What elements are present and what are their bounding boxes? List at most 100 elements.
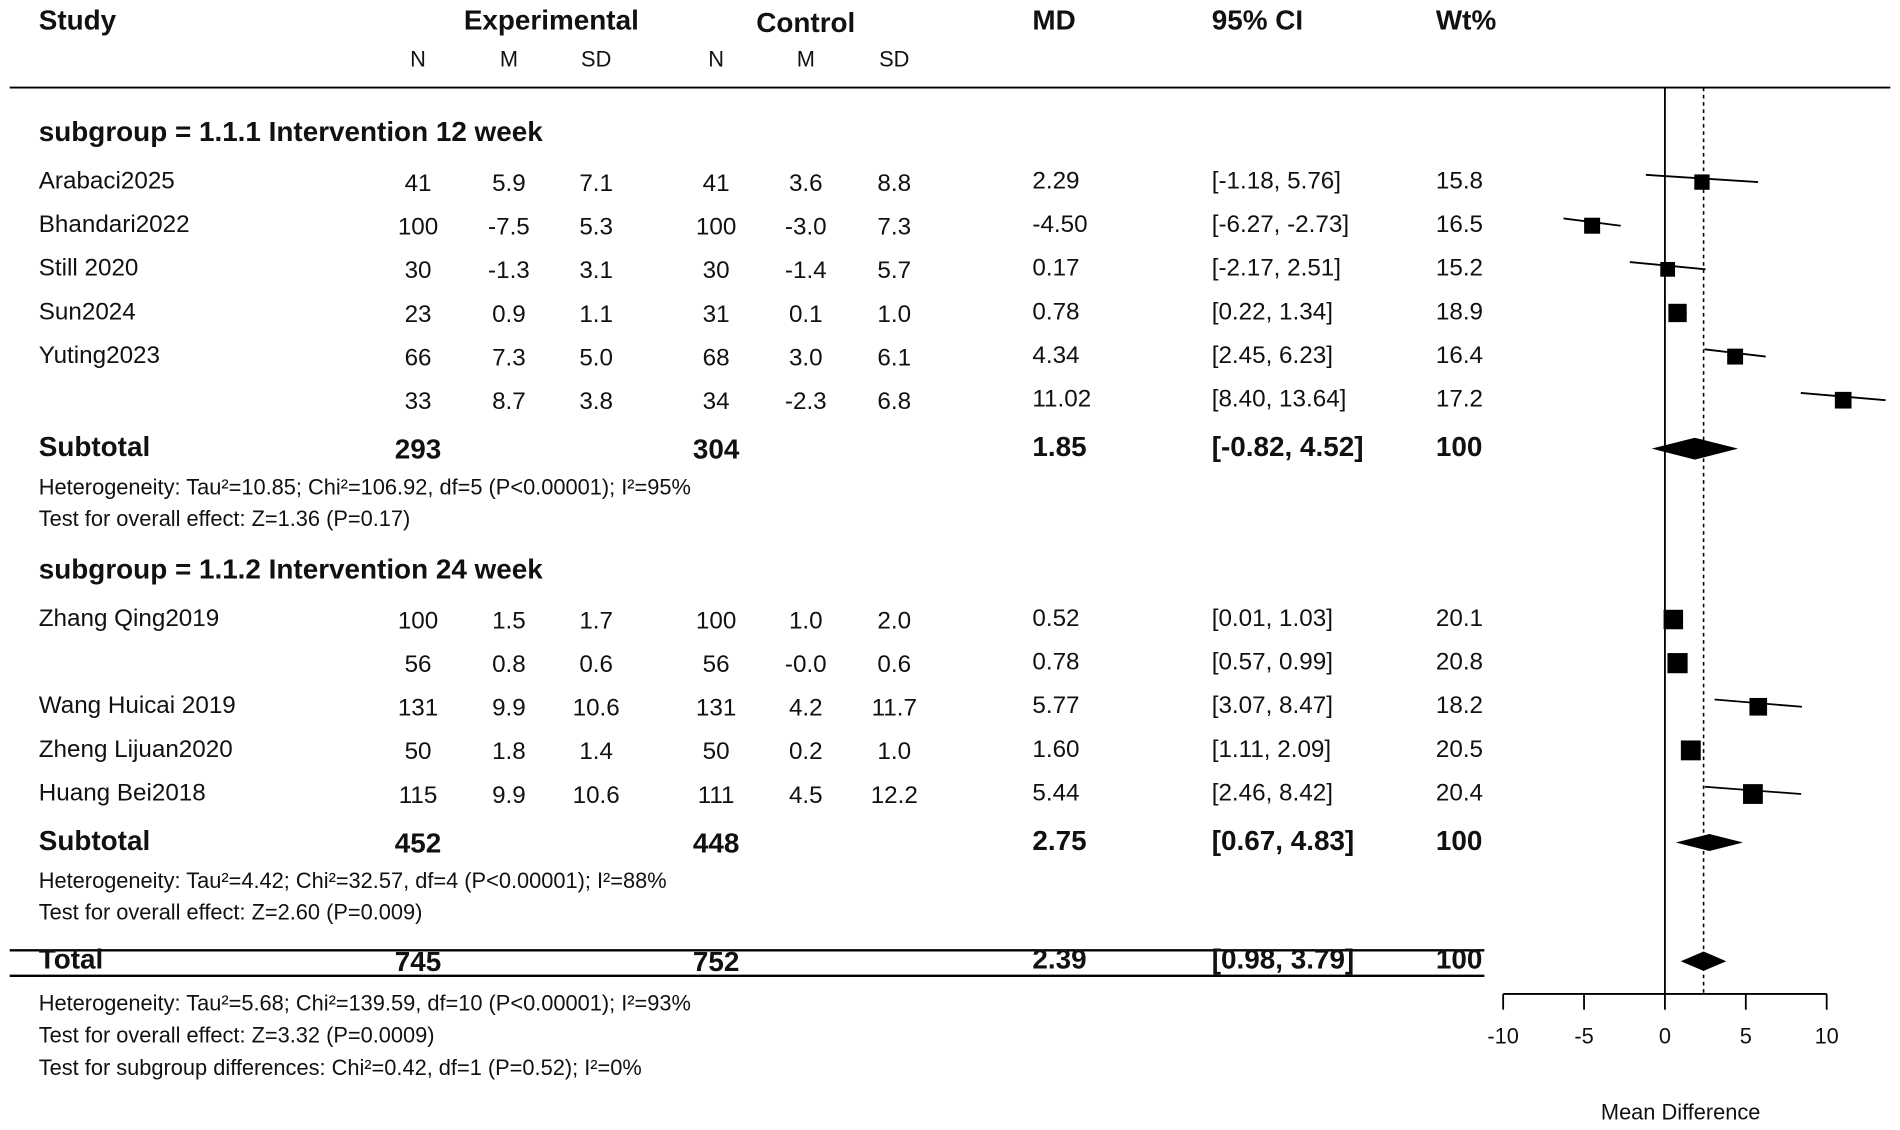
cell: 1.0 bbox=[877, 738, 911, 765]
cell: 100 bbox=[696, 214, 736, 241]
study-square bbox=[1668, 303, 1687, 323]
summary-n: 452 bbox=[395, 827, 441, 858]
study-ci: [1.11, 2.09] bbox=[1212, 736, 1331, 763]
study-ci: [2.45, 6.23] bbox=[1212, 342, 1333, 369]
cell: 100 bbox=[398, 214, 438, 241]
study-square bbox=[1660, 261, 1676, 277]
study-ci: [-6.27, -2.73] bbox=[1212, 211, 1349, 238]
cell: 131 bbox=[398, 695, 438, 722]
cell: 0.6 bbox=[877, 651, 911, 678]
study-wt: 20.1 bbox=[1436, 605, 1483, 632]
study-ci: [2.46, 8.42] bbox=[1212, 779, 1333, 806]
study-wt: 15.8 bbox=[1436, 167, 1483, 194]
cell: 1.4 bbox=[579, 738, 613, 765]
study-square bbox=[1663, 609, 1684, 630]
cell: 7.3 bbox=[877, 214, 911, 241]
study-ci: [-2.17, 2.51] bbox=[1212, 255, 1341, 282]
study-md: 5.77 bbox=[1032, 692, 1079, 719]
study-square bbox=[1694, 174, 1710, 190]
study-square bbox=[1834, 391, 1852, 409]
study-wt: 16.5 bbox=[1436, 211, 1483, 238]
summary-label: Total bbox=[39, 944, 103, 975]
cell: 4.5 bbox=[789, 782, 823, 809]
cell: 66 bbox=[405, 344, 432, 371]
study-square bbox=[1727, 348, 1744, 365]
cell: 5.7 bbox=[877, 257, 911, 284]
study-md: 1.60 bbox=[1032, 736, 1079, 763]
study-ci: [0.22, 1.34] bbox=[1212, 298, 1333, 325]
study-md: 4.34 bbox=[1032, 342, 1079, 369]
cell: 0.6 bbox=[579, 651, 613, 678]
cell: -1.3 bbox=[488, 257, 530, 284]
cell: 3.0 bbox=[789, 344, 823, 371]
cell: -1.4 bbox=[785, 257, 827, 284]
cell: 115 bbox=[399, 782, 438, 809]
note: Heterogeneity: Tau²=10.85; Chi²=106.92, … bbox=[39, 474, 691, 499]
cell: 7.1 bbox=[579, 170, 613, 197]
summary-label: Subtotal bbox=[39, 431, 150, 462]
summary-n: 752 bbox=[693, 946, 739, 977]
x-tick-label: 10 bbox=[1815, 1023, 1839, 1048]
study-md: 0.52 bbox=[1032, 605, 1079, 632]
header-study: Study bbox=[39, 5, 117, 36]
cell: -0.0 bbox=[785, 651, 827, 678]
cell: 1.0 bbox=[877, 301, 911, 328]
summary-n: 304 bbox=[693, 433, 740, 464]
x-axis-label: Mean Difference bbox=[1601, 1100, 1761, 1125]
cell: 56 bbox=[405, 651, 432, 678]
cell: 8.8 bbox=[877, 170, 911, 197]
x-tick-label: -5 bbox=[1574, 1023, 1593, 1048]
summary-ci: [0.67, 4.83] bbox=[1212, 825, 1354, 856]
study-ci: [0.01, 1.03] bbox=[1212, 605, 1333, 632]
study-name: Sun2024 bbox=[39, 298, 136, 325]
summary-diamond bbox=[1675, 834, 1744, 851]
cell: 68 bbox=[703, 344, 730, 371]
cell: 3.1 bbox=[579, 257, 613, 284]
cell: 1.7 bbox=[579, 607, 613, 634]
cell: 30 bbox=[703, 257, 730, 284]
note: Heterogeneity: Tau²=4.42; Chi²=32.57, df… bbox=[39, 868, 667, 893]
header-control: Control bbox=[756, 7, 855, 38]
summary-wt: 100 bbox=[1436, 944, 1482, 975]
cell: 100 bbox=[398, 607, 438, 634]
cell: -2.3 bbox=[785, 388, 827, 415]
cell: -3.0 bbox=[785, 214, 827, 241]
header-md: MD bbox=[1032, 5, 1075, 36]
study-square bbox=[1680, 740, 1701, 761]
cell: 7.3 bbox=[492, 344, 526, 371]
x-tick-label: -10 bbox=[1487, 1023, 1519, 1048]
cell: 1.5 bbox=[492, 607, 526, 634]
cell: 0.1 bbox=[789, 301, 823, 328]
study-wt: 17.2 bbox=[1436, 386, 1483, 413]
cell: 3.8 bbox=[579, 388, 613, 415]
study-wt: 16.4 bbox=[1436, 342, 1483, 369]
column-header: M bbox=[500, 47, 518, 72]
study-ci: [-1.18, 5.76] bbox=[1212, 167, 1341, 194]
cell: 50 bbox=[405, 738, 432, 765]
cell: 41 bbox=[703, 170, 730, 197]
column-header: N bbox=[708, 47, 724, 72]
cell: 33 bbox=[405, 388, 432, 415]
cell: 50 bbox=[703, 738, 730, 765]
cell: 6.8 bbox=[877, 388, 911, 415]
cell: 5.3 bbox=[579, 214, 613, 241]
study-name: Zheng Lijuan2020 bbox=[39, 736, 233, 763]
cell: 3.6 bbox=[789, 170, 823, 197]
study-name: Wang Huicai 2019 bbox=[39, 692, 236, 719]
subgroup-label: subgroup = 1.1.1 Intervention 12 week bbox=[39, 116, 543, 147]
study-wt: 20.5 bbox=[1436, 736, 1483, 763]
note: Test for overall effect: Z=3.32 (P=0.000… bbox=[39, 1023, 435, 1048]
study-ci: [3.07, 8.47] bbox=[1212, 692, 1333, 719]
study-name: Huang Bei2018 bbox=[39, 779, 206, 806]
study-square bbox=[1749, 697, 1768, 716]
subgroup-label: subgroup = 1.1.2 Intervention 24 week bbox=[39, 553, 543, 584]
cell: 5.0 bbox=[579, 344, 613, 371]
x-tick-label: 5 bbox=[1740, 1023, 1752, 1048]
summary-label: Subtotal bbox=[39, 825, 150, 856]
note: Test for subgroup differences: Chi²=0.42… bbox=[39, 1055, 642, 1080]
cell: 100 bbox=[696, 607, 736, 634]
summary-md: 2.39 bbox=[1032, 944, 1086, 975]
cell: 12.2 bbox=[871, 782, 918, 809]
study-square bbox=[1667, 653, 1688, 674]
